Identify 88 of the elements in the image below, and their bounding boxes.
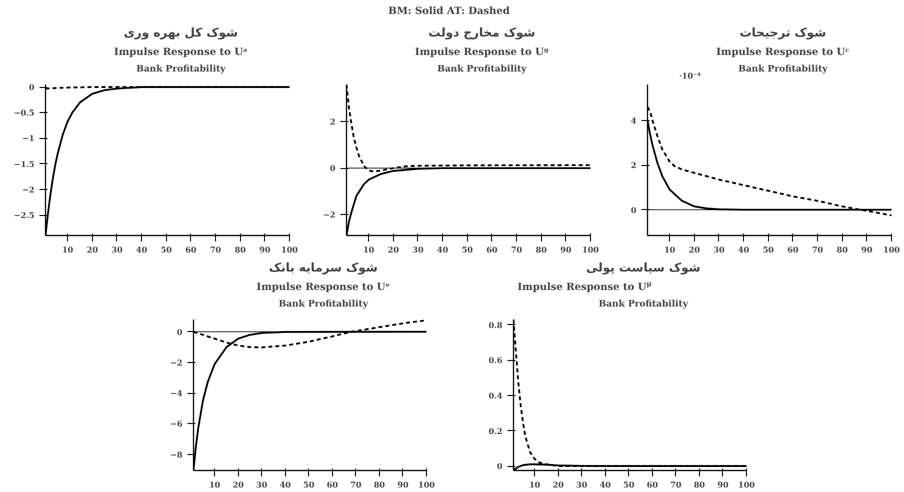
y-tick-label: 0 (496, 461, 503, 472)
y-tick-label: −1 (22, 133, 35, 144)
y-tick-label: 0 (28, 82, 35, 92)
x-tick-label: 70 (210, 244, 222, 254)
chart-subtitle: Impulse Response to Uᶜ (716, 47, 850, 58)
x-tick-label: 40 (738, 244, 750, 254)
x-tick-label: 50 (762, 244, 774, 254)
x-tick-label: 90 (397, 480, 409, 490)
chart-title: شوک کل بهره وری (124, 26, 238, 40)
chart-title: شوک سرمایه بانک (268, 260, 378, 274)
x-tick-label: 10 (664, 244, 676, 254)
x-tick-label: 20 (688, 244, 700, 254)
chart-subtitle: Impulse Response to Uᵃ (114, 47, 248, 58)
x-tick-label: 70 (670, 480, 682, 490)
x-tick-label: 40 (600, 480, 612, 490)
x-tick-label: 40 (280, 480, 292, 490)
x-tick-label: 40 (437, 244, 449, 254)
x-tick-label: 20 (86, 244, 98, 254)
x-tick-label: 50 (303, 480, 315, 490)
x-tick-label: 100 (738, 480, 756, 490)
x-tick-label: 50 (160, 244, 172, 254)
chart-title: شوک مخارج دولت (428, 26, 536, 40)
text: Bank Profitability (136, 64, 226, 74)
text: Bank Profitability (278, 300, 369, 310)
y-tick-label: 4 (630, 115, 637, 126)
y-tick-label: −0.5 (14, 108, 35, 118)
x-tick-label: 90 (259, 244, 271, 254)
x-tick-label: 70 (510, 244, 523, 254)
chart-title: شوک سیاست پولی (586, 260, 700, 274)
y-tick-label: 0 (176, 326, 183, 337)
x-tick-label: 10 (62, 244, 74, 254)
x-tick-label: 70 (812, 244, 824, 254)
y-tick-label: 0 (630, 204, 637, 215)
text: Bank Profitability (437, 64, 528, 74)
y-tick-label: −2 (170, 357, 183, 368)
x-tick-label: 100 (582, 244, 600, 254)
y-tick-label: 0.8 (488, 320, 503, 330)
x-tick-label: 100 (883, 244, 900, 254)
x-tick-label: 30 (713, 244, 725, 254)
x-tick-label: 30 (576, 480, 588, 490)
x-tick-label: 100 (418, 480, 436, 490)
chart-subtitle: Impulse Response to Uᵉ (256, 282, 390, 293)
y-tick-label: −2 (22, 184, 35, 194)
x-tick-label: 90 (560, 244, 572, 254)
x-tick-label: 20 (388, 244, 400, 254)
x-tick-label: 30 (412, 244, 424, 254)
y-tick-label: 0.4 (488, 390, 503, 400)
x-tick-label: 90 (717, 480, 729, 490)
x-tick-label: 50 (462, 244, 474, 254)
x-tick-label: 50 (623, 480, 635, 490)
y-tick-label: 0.6 (488, 355, 503, 366)
x-tick-label: 90 (861, 244, 873, 254)
x-tick-label: 20 (552, 480, 564, 490)
x-tick-label: 60 (185, 244, 197, 254)
x-tick-label: 80 (836, 244, 848, 254)
y-tick-label: −2.5 (14, 210, 35, 220)
x-tick-label: 100 (281, 244, 298, 254)
y-tick-label: 0 (330, 163, 336, 174)
x-tick-label: 10 (209, 480, 221, 490)
x-tick-label: 60 (326, 480, 338, 490)
x-tick-label: 80 (694, 480, 706, 490)
y-tick-label: −8 (170, 449, 183, 460)
x-tick-label: 70 (350, 480, 362, 490)
x-tick-label: 10 (529, 480, 541, 490)
text: ·10⁻⁴ (679, 70, 702, 80)
text: BM: Solid AT: Dashed (388, 6, 510, 17)
x-tick-label: 30 (111, 244, 123, 254)
x-tick-label: 40 (136, 244, 148, 254)
y-tick-label: −4 (170, 388, 183, 398)
x-tick-label: 60 (486, 244, 498, 254)
y-tick-label: −2 (323, 210, 336, 220)
text: Bank Profitability (598, 300, 689, 310)
x-tick-label: 80 (374, 480, 386, 490)
chart-title: شوک ترجیحات (740, 26, 826, 40)
y-tick-label: −1.5 (14, 158, 35, 169)
x-tick-label: 20 (232, 480, 244, 490)
x-tick-label: 80 (234, 244, 246, 254)
y-tick-label: 2 (630, 160, 637, 170)
chart-subtitle: Impulse Response to Uᵍ (414, 47, 549, 58)
text: Bank Profitability (738, 64, 828, 74)
y-tick-label: 0.2 (488, 426, 503, 436)
y-tick-label: −6 (170, 418, 183, 429)
x-tick-label: 30 (256, 480, 268, 490)
x-tick-label: 10 (363, 244, 375, 254)
x-tick-label: 80 (536, 244, 548, 254)
x-tick-label: 60 (787, 244, 799, 254)
x-tick-label: 60 (646, 480, 658, 490)
y-tick-label: 2 (330, 116, 336, 127)
